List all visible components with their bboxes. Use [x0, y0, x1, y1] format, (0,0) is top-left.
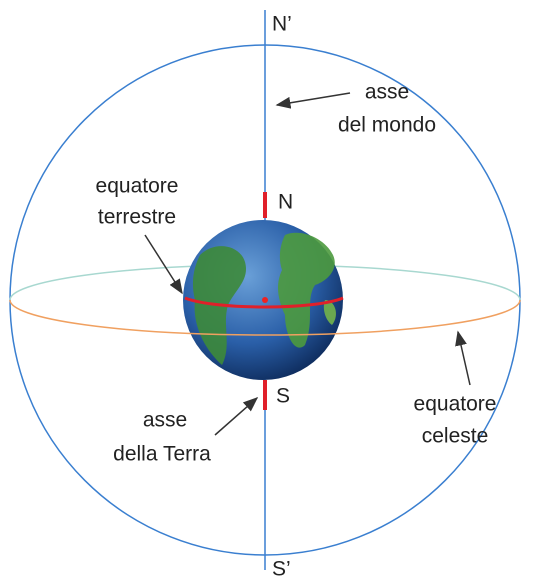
label: asse — [365, 81, 409, 104]
arrow — [214, 397, 259, 436]
arrow — [455, 330, 471, 386]
celestial-equator-front — [9, 299, 521, 336]
label: N’ — [272, 13, 292, 36]
label: asse — [143, 409, 187, 432]
label: del mondo — [338, 114, 436, 137]
label: equatore — [96, 175, 179, 198]
earth — [183, 220, 343, 380]
label: S’ — [272, 558, 291, 580]
earth-equator — [184, 296, 344, 309]
label: terrestre — [98, 206, 176, 229]
arrow — [275, 92, 351, 109]
arrow — [144, 234, 183, 295]
label: celeste — [422, 425, 489, 448]
label: N — [278, 191, 293, 214]
label: S — [276, 385, 290, 408]
label: equatore — [414, 393, 497, 416]
label: della Terra — [113, 443, 211, 466]
